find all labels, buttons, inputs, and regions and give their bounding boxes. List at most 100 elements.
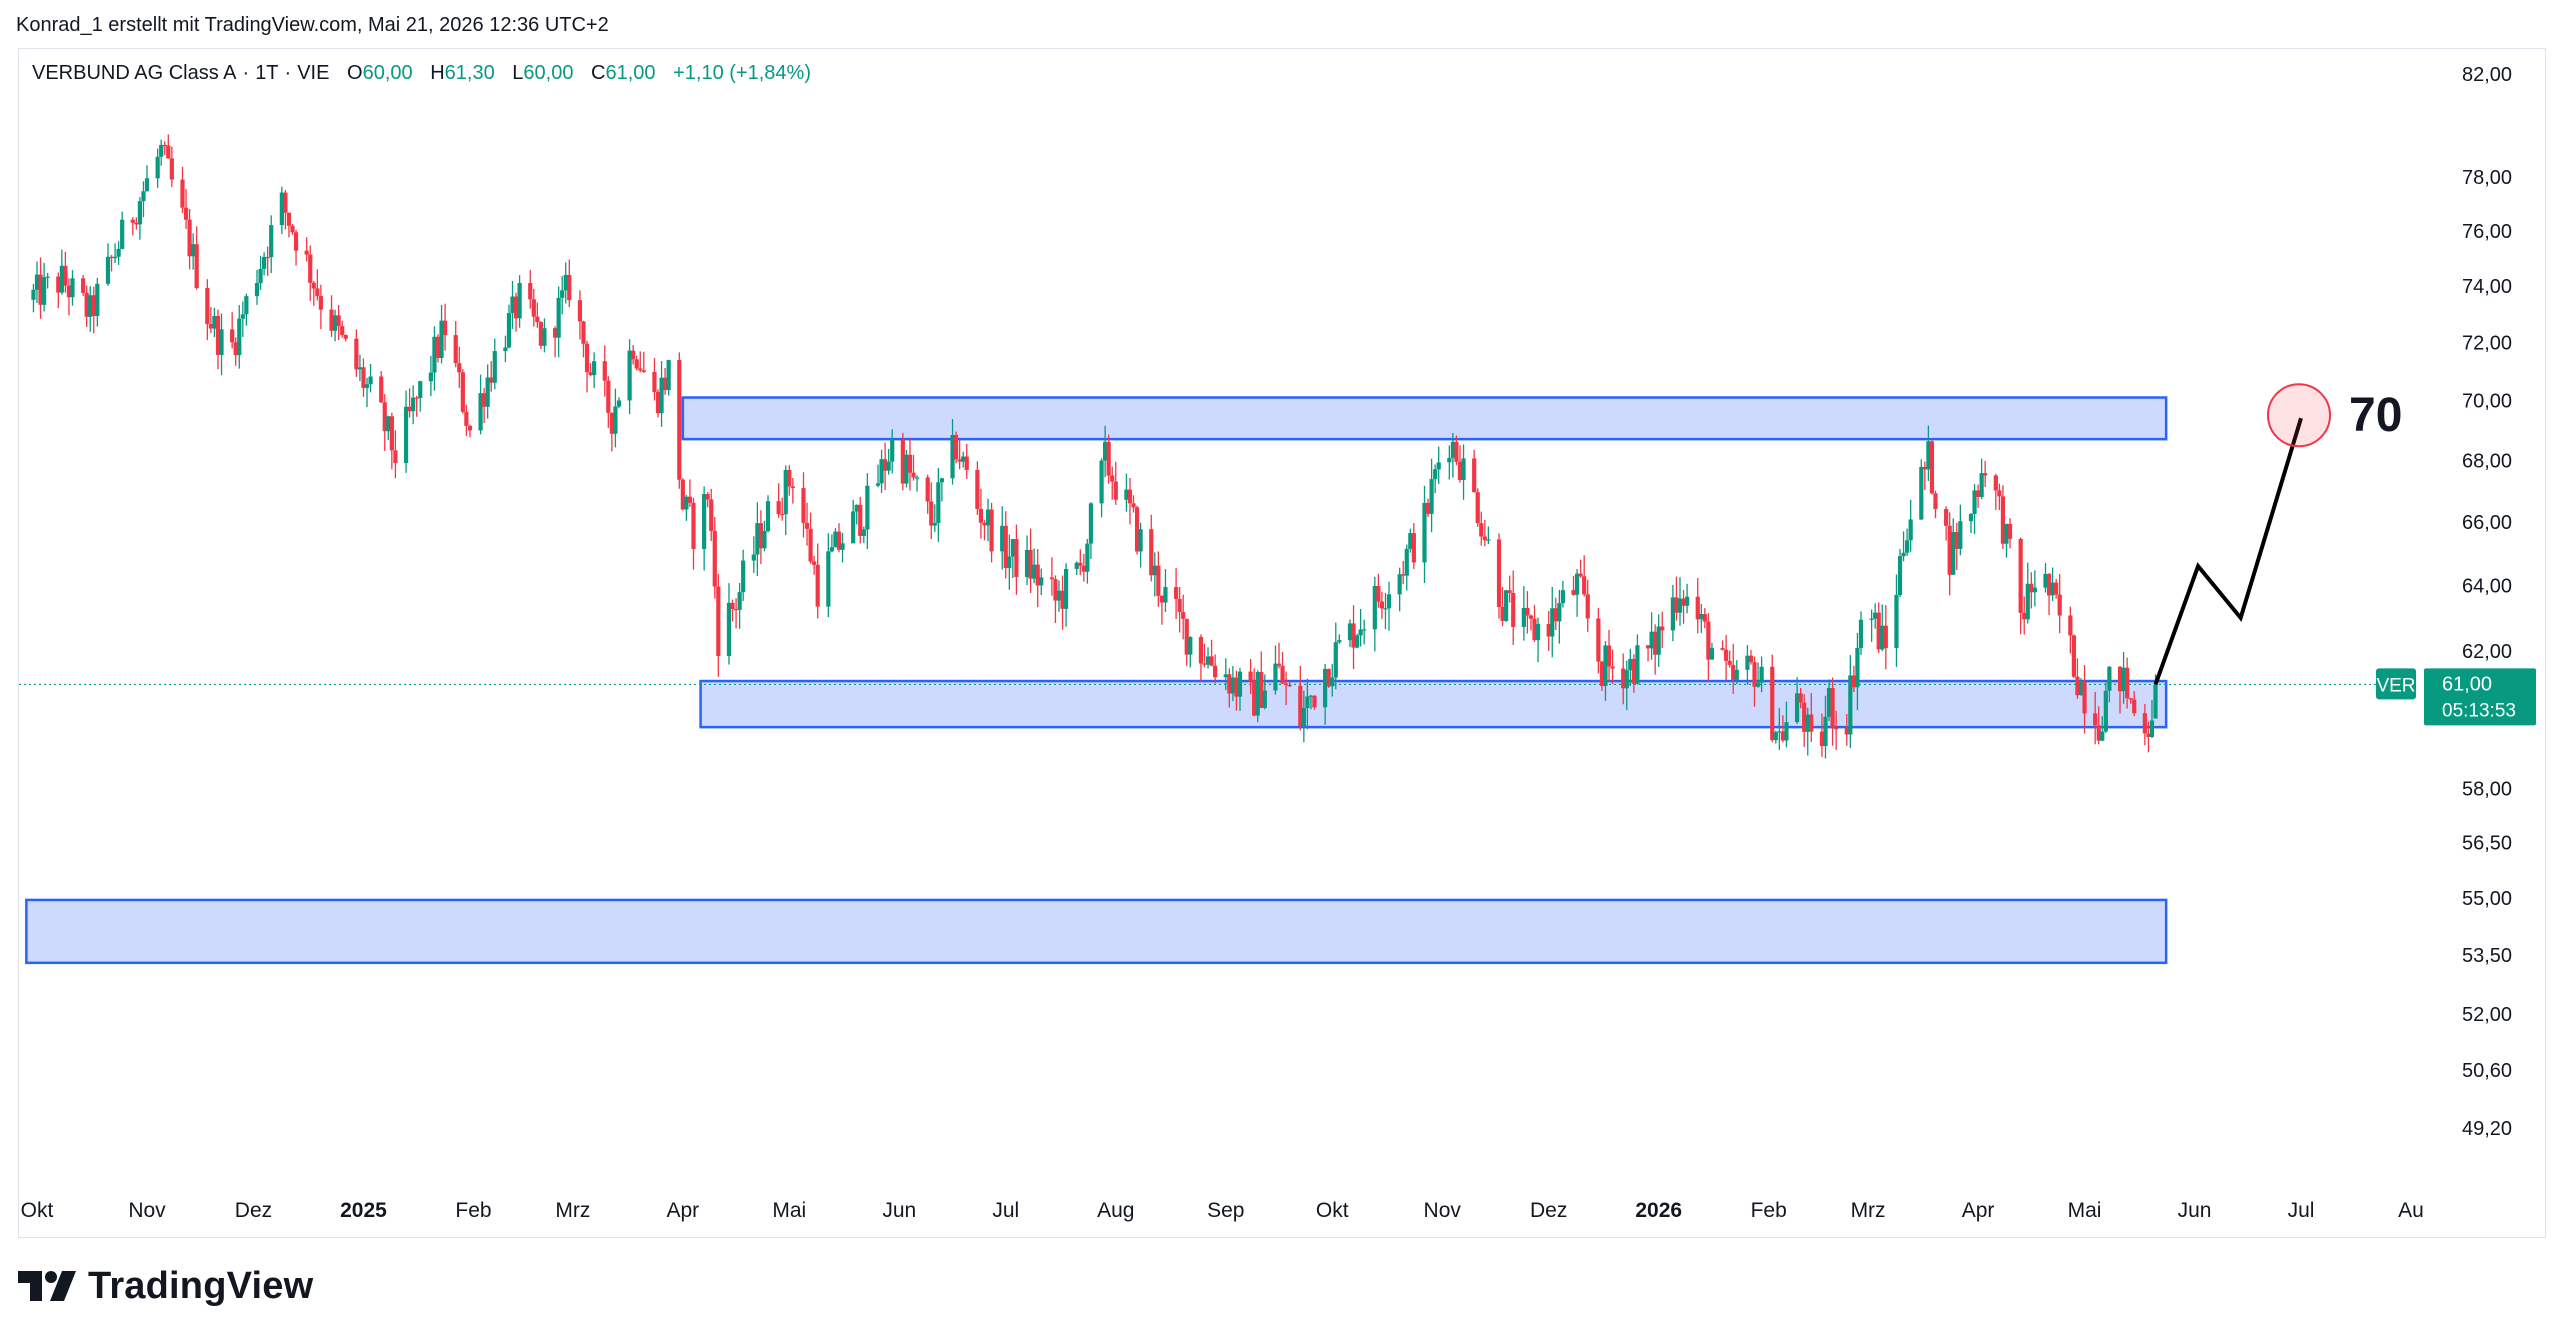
candle-body [1134,507,1140,552]
candle-body [1905,540,1910,553]
candle-body [907,454,913,473]
candle-body [1198,637,1204,664]
candle-body [364,384,370,388]
candle-body [1954,532,1959,549]
candle-body [155,156,160,179]
candle-body [386,416,391,432]
candle-body [989,509,994,552]
candles-layer [19,134,2376,759]
candle-body [1858,619,1864,648]
candle-body [702,494,707,550]
candle-body [684,496,689,510]
candle-body [705,494,710,500]
candle-body [1830,687,1835,729]
price-tag[interactable] [2424,668,2536,726]
candle-body [836,531,842,550]
candle-body [265,256,270,259]
candle-body [1354,635,1360,648]
zone-1[interactable] [681,396,2168,441]
x-axis-tick-label: Jun [2178,1199,2212,1222]
candle-body [1337,640,1342,643]
zone-2[interactable] [699,679,2168,729]
candle-body [1472,458,1477,493]
candle-body [2149,720,2155,737]
candle-body [950,434,955,479]
candle-body [336,315,341,327]
candle-body [1457,461,1463,480]
candle-body [503,347,508,352]
y-axis-tick-label: 72,00 [2462,332,2512,354]
candle-body [166,145,171,159]
candle-body [631,350,636,360]
candle-body [1301,707,1306,727]
candle-body [403,406,409,463]
candle-body [411,397,416,412]
candle-body [1777,731,1782,733]
candle-body [1149,529,1154,576]
tradingview-logo[interactable]: TradingView [18,1262,313,1310]
candle-body [1106,441,1111,476]
x-axis-tick-label: Jul [992,1199,1019,1222]
x-axis-tick-label: 2025 [340,1199,387,1222]
y-axis-tick-label: 64,00 [2462,575,2512,597]
candle-body [964,456,969,470]
chart-frame[interactable] [18,48,2546,1238]
ticker-tag[interactable] [2376,668,2416,700]
candle-body [1610,666,1615,669]
legend-interval[interactable]: 1T [255,62,279,84]
candle-body [1606,645,1612,667]
candle-body [730,602,735,610]
candle-body [2153,684,2158,719]
candle-body [1557,603,1562,622]
price-tag-countdown: 05:13:53 [2442,700,2516,721]
target-circle[interactable] [2267,383,2331,448]
candle-body [1447,457,1452,463]
projection-path[interactable] [2153,417,2303,686]
y-axis-tick-label: 53,50 [2462,945,2512,967]
y-axis-tick-label: 58,00 [2462,778,2512,800]
candle-body [315,288,320,297]
candle-body [208,324,213,329]
candle-body [1433,469,1438,480]
candle-body [1631,658,1636,684]
symbol-legend: VERBUND AG Class A · 1T · VIE O60,00 H61,30 … [32,62,811,85]
candle-body [1237,671,1243,697]
x-axis-tick-label: 2026 [1635,1199,1682,1222]
candle-body [354,338,359,370]
candle-body [1063,568,1069,609]
candle-body [914,477,920,479]
candle-body [652,371,657,393]
legend-symbol[interactable]: VERBUND AG Class A [32,62,237,84]
candle-body [890,439,895,462]
y-axis-tick-label: 62,00 [2462,641,2512,663]
candle-body [1230,677,1235,694]
legend-high-label: H [430,62,445,84]
candle-body [1276,663,1282,666]
candle-body [485,377,490,407]
candle-body [66,285,72,298]
candle-body [858,504,863,536]
candle-body [634,359,639,369]
candle-body [1681,598,1686,606]
zone-3[interactable] [25,898,2168,965]
candle-body [1500,606,1505,621]
candle-body [1411,533,1416,563]
candle-body [2096,725,2101,741]
candle-body [1436,462,1441,470]
candle-body [812,561,817,565]
candle-body [1546,623,1551,637]
candle-body [1326,668,1331,687]
candle-body [911,472,916,478]
y-axis-tick-label: 49,20 [2462,1118,2512,1140]
candle-body [262,256,267,269]
candle-body [513,296,519,319]
candle-body [2025,583,2030,620]
candle-body [1312,695,1317,708]
candle-body [1351,623,1356,648]
candle-body [1227,674,1232,694]
candle-body [936,482,941,524]
candle-body [1660,626,1665,631]
candle-body [414,397,419,399]
tradingview-wordmark: TradingView [88,1264,314,1307]
